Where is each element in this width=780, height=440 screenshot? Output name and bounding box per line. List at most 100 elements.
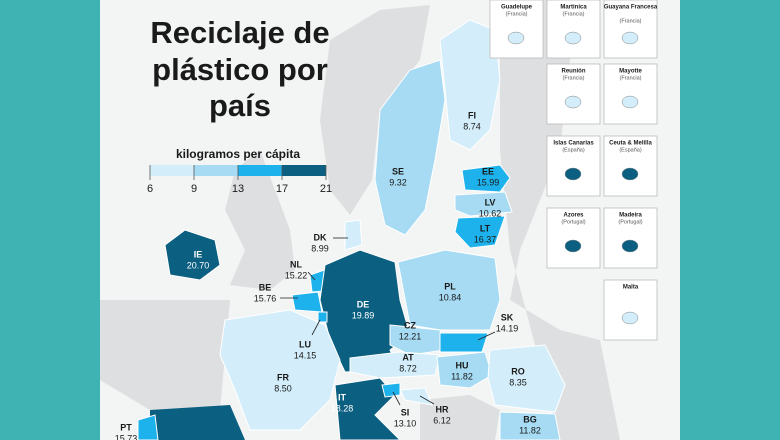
inset-land bbox=[621, 31, 639, 45]
inset-country: (España) bbox=[619, 147, 641, 153]
inset-name: Ceuta & Melilla bbox=[609, 141, 652, 147]
country-code: NL bbox=[290, 259, 302, 269]
country-code: EE bbox=[482, 166, 494, 176]
country-code: PT bbox=[120, 422, 132, 432]
country bbox=[397, 249, 501, 331]
country-value: 8.72 bbox=[399, 363, 417, 373]
country-code: PL bbox=[444, 281, 456, 291]
inset-country: (Portugal) bbox=[561, 219, 585, 225]
country bbox=[381, 382, 401, 398]
inset-country: (Francia) bbox=[619, 75, 641, 81]
country-code: LV bbox=[485, 197, 496, 207]
country bbox=[439, 19, 501, 151]
inset-name: Mayotte bbox=[619, 69, 642, 75]
legend-title: kilogramos per cápita bbox=[176, 147, 300, 161]
country-value: 15.99 bbox=[477, 177, 500, 187]
inset-name: Reunión bbox=[562, 69, 586, 75]
country-value: 10.62 bbox=[479, 208, 502, 218]
inset-box bbox=[603, 0, 658, 59]
country-code: SI bbox=[401, 407, 410, 417]
country bbox=[454, 215, 506, 249]
inset-land bbox=[564, 167, 582, 181]
country-value: 14.15 bbox=[294, 350, 317, 360]
country bbox=[499, 411, 561, 440]
inset-box bbox=[546, 207, 601, 269]
inset-country: (España) bbox=[562, 147, 584, 153]
country bbox=[349, 351, 441, 379]
legend-tick-label: 6 bbox=[147, 183, 153, 195]
country bbox=[164, 229, 221, 281]
inset-land bbox=[621, 95, 639, 109]
insets: Guadelupe(Francia)Martinica(Francia)Guay… bbox=[489, 0, 658, 341]
uk bbox=[225, 150, 295, 290]
leader-line bbox=[311, 319, 321, 336]
country-value: 15.73 bbox=[115, 433, 138, 440]
east bbox=[500, 0, 620, 440]
country bbox=[219, 309, 341, 431]
country-code: HU bbox=[456, 360, 469, 370]
legend-tick-label: 17 bbox=[276, 183, 288, 195]
country-value: 13.10 bbox=[394, 418, 417, 428]
inset-land bbox=[621, 239, 639, 253]
country bbox=[436, 351, 493, 389]
country-value: 20.70 bbox=[187, 260, 210, 270]
country bbox=[291, 291, 323, 313]
country-value: 8.35 bbox=[509, 377, 527, 387]
inset-country: (Francia) bbox=[562, 11, 584, 17]
country-code: AT bbox=[402, 352, 414, 362]
country-value: 6.12 bbox=[433, 415, 451, 425]
country-value: 18.28 bbox=[331, 403, 354, 413]
country bbox=[137, 414, 159, 440]
country bbox=[344, 219, 363, 251]
legend-swatch bbox=[194, 165, 238, 176]
country-value: 15.22 bbox=[285, 270, 308, 280]
inset-box bbox=[546, 63, 601, 125]
norway bbox=[320, 5, 430, 215]
country-code: SE bbox=[392, 166, 404, 176]
title-line: plástico por bbox=[152, 52, 328, 87]
country bbox=[487, 344, 566, 413]
inset-name: Guayana Francesa bbox=[604, 5, 658, 11]
country-value: 8.74 bbox=[463, 121, 481, 131]
country-value: 10.84 bbox=[439, 292, 462, 302]
country-code: LT bbox=[480, 223, 491, 233]
inset-box bbox=[489, 0, 544, 59]
title-line: Reciclaje de bbox=[150, 15, 329, 50]
country-code: FR bbox=[277, 372, 289, 382]
leader-line bbox=[307, 271, 316, 281]
leader-line bbox=[392, 391, 401, 406]
inset-land bbox=[564, 239, 582, 253]
inset-country: (Portugal) bbox=[618, 219, 642, 225]
inset-box bbox=[603, 207, 658, 269]
legend-tick-label: 21 bbox=[320, 183, 332, 195]
leader-line bbox=[419, 395, 435, 405]
country-value: 11.82 bbox=[519, 425, 541, 435]
leader-line bbox=[477, 331, 496, 341]
title-line: país bbox=[209, 88, 271, 123]
atlantic-land bbox=[100, 300, 230, 410]
legend-swatch bbox=[238, 165, 282, 176]
inset-land bbox=[564, 31, 582, 45]
inset-name: Guadelupe bbox=[501, 5, 533, 11]
legend-swatch bbox=[282, 165, 326, 176]
country-code: BE bbox=[259, 282, 272, 292]
country-value: 8.99 bbox=[311, 243, 329, 253]
country-code: RO bbox=[511, 366, 525, 376]
inset-land bbox=[621, 167, 639, 181]
country-code: SK bbox=[501, 312, 514, 322]
country bbox=[389, 324, 446, 356]
country-value: 9.32 bbox=[389, 177, 407, 187]
country-value: 14.19 bbox=[496, 323, 519, 333]
legend-tick-label: 9 bbox=[191, 183, 197, 195]
country-code: HR bbox=[436, 404, 449, 414]
legend-swatch bbox=[150, 165, 194, 176]
inset-box bbox=[603, 135, 658, 197]
country-value: 8.50 bbox=[274, 383, 292, 393]
country bbox=[461, 164, 511, 193]
inset-country: (Francia) bbox=[562, 75, 584, 81]
country bbox=[374, 59, 446, 236]
inset-land bbox=[621, 311, 639, 325]
country-code: CZ bbox=[404, 320, 416, 330]
legend: 6 9 13 17 21 bbox=[147, 165, 332, 195]
